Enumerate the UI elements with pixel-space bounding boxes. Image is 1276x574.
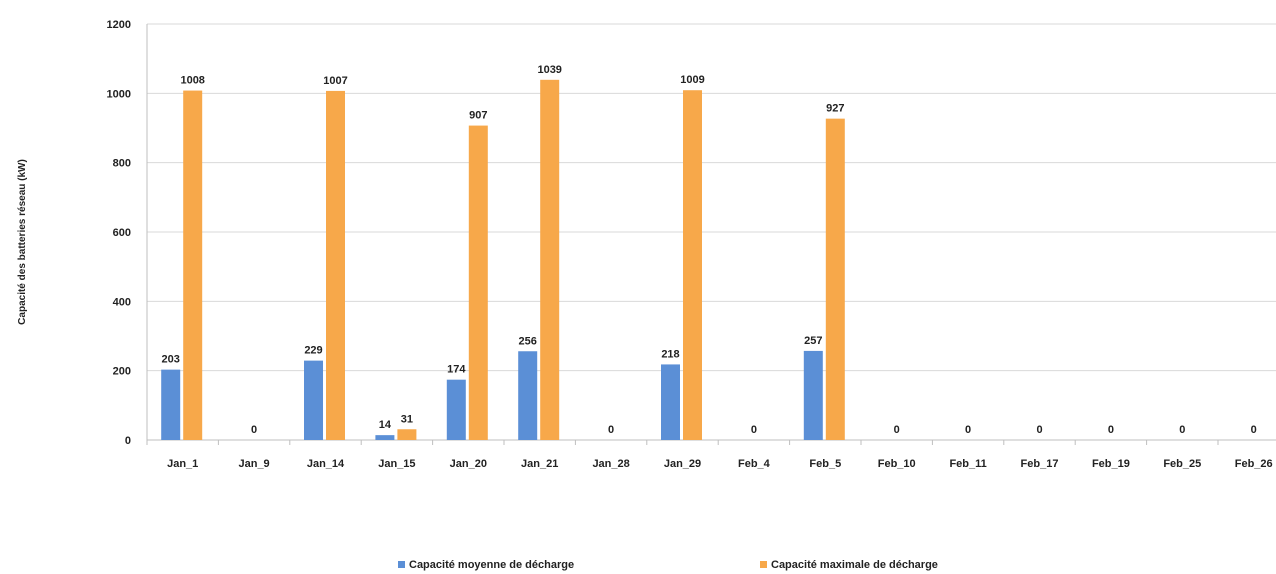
data-label: 229: [304, 345, 322, 357]
legend-swatch: [760, 561, 767, 568]
legend-swatch: [398, 561, 405, 568]
data-label: 1009: [680, 74, 704, 86]
y-tick-label: 0: [125, 435, 131, 447]
data-label: 0: [1108, 424, 1114, 436]
bar-maximale: [468, 125, 488, 440]
data-label: 1007: [323, 75, 347, 87]
legend-label: Capacité moyenne de décharge: [409, 559, 574, 571]
x-tick-label: Jan_9: [238, 458, 269, 470]
x-tick-label: Jan_15: [378, 458, 415, 470]
x-tick-label: Feb_4: [738, 458, 771, 470]
y-axis-title: Capacité des batteries réseau (kW): [17, 159, 28, 325]
data-label: 1039: [537, 64, 561, 76]
data-label: 0: [1179, 424, 1185, 436]
data-label: 218: [661, 348, 679, 360]
data-label: 907: [469, 110, 487, 122]
gridlines: [147, 23, 1276, 372]
data-label: 14: [379, 419, 392, 431]
bar-maximale: [397, 429, 417, 440]
data-label: 0: [1036, 424, 1042, 436]
x-tick-label: Feb_19: [1092, 458, 1130, 470]
x-tick-label: Feb_11: [949, 458, 986, 470]
data-label: 174: [447, 364, 466, 376]
x-tick-label: Feb_25: [1163, 458, 1201, 470]
y-tick-label: 800: [113, 158, 131, 170]
bar-moyenne: [518, 351, 538, 440]
data-label: 0: [751, 424, 757, 436]
x-axis-ticks: Jan_1 Jan_9 Jan_14 Jan_15 Jan_20 Jan_21 Jan_28…: [167, 458, 1273, 470]
bar-moyenne: [375, 435, 395, 440]
x-tick-label: Feb_26: [1235, 458, 1273, 470]
data-label: 927: [826, 103, 844, 115]
legend-label: Capacité maximale de décharge: [771, 559, 938, 571]
x-tick-label: Feb_5: [809, 458, 841, 470]
y-tick-label: 600: [113, 227, 131, 239]
y-axis-ticks: 0 200 400 600 800 1000 1200: [107, 19, 131, 447]
y-tick-label: 1200: [107, 19, 131, 31]
bar-maximale: [825, 118, 845, 440]
bar-moyenne: [446, 379, 466, 440]
data-label: 203: [162, 354, 180, 366]
y-tick-label: 1000: [107, 88, 131, 100]
bars: [161, 79, 845, 441]
bar-maximale: [540, 79, 560, 441]
bar-moyenne: [661, 364, 680, 440]
bar-moyenne: [803, 350, 823, 440]
y-tick-label: 200: [113, 366, 131, 378]
y-tick-label: 400: [113, 296, 131, 308]
x-tick-label: Jan_1: [167, 458, 198, 470]
x-tick-label: Jan_14: [307, 458, 345, 470]
data-label: 257: [804, 335, 822, 347]
bar-maximale: [183, 90, 203, 440]
x-tick-label: Jan_21: [521, 458, 558, 470]
data-label: 31: [401, 413, 413, 425]
data-labels: 203 1008 0 229 1007 14 31 174 907 256 1039 0 218 1009…: [162, 64, 1257, 436]
x-tick-label: Feb_10: [878, 458, 916, 470]
data-label: 0: [251, 424, 257, 436]
legend: Capacité moyenne de décharge Capacité max…: [398, 559, 938, 571]
x-tick-label: Jan_29: [664, 458, 701, 470]
data-label: 256: [519, 335, 537, 347]
data-label: 0: [965, 424, 971, 436]
data-label: 1008: [180, 75, 204, 87]
x-tick-label: Jan_28: [592, 458, 629, 470]
x-tick-label: Feb_17: [1021, 458, 1059, 470]
data-label: 0: [1251, 424, 1257, 436]
bar-moyenne: [304, 360, 323, 440]
data-label: 0: [608, 424, 614, 436]
x-tick-label: Jan_20: [450, 458, 487, 470]
data-label: 0: [894, 424, 900, 436]
bar-moyenne: [161, 369, 181, 440]
bar-maximale: [683, 90, 702, 441]
bar-maximale: [326, 90, 345, 440]
